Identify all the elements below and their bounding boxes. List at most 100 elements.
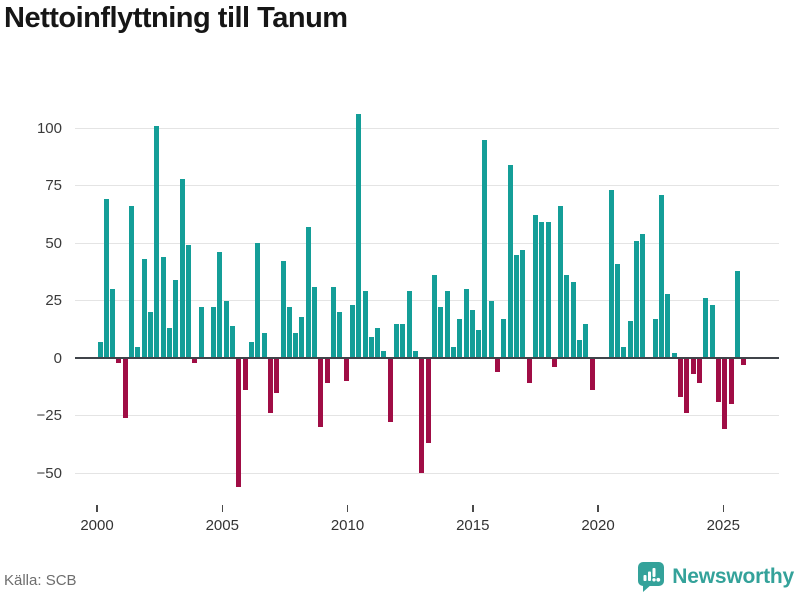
bar-negative [387,358,393,423]
bar-positive [431,275,437,358]
bar-positive [514,254,519,358]
bar-positive [469,309,475,358]
bar-positive [230,325,235,358]
x-axis-tick-label: 2025 [706,517,740,534]
zero-axis-line [75,357,779,359]
y-gridline [75,472,779,474]
bar-positive [148,312,153,358]
bar-positive [413,351,418,358]
bar-positive [463,289,469,358]
bar-positive [652,318,658,358]
bar-positive [305,226,311,358]
bar-negative [122,358,128,418]
x-axis-tick-label: 2015 [456,517,490,534]
bar-positive [103,199,109,358]
bar-positive [520,249,526,358]
x-axis-tick-mark [221,505,223,512]
brand-logo: Newsworthy [636,560,794,593]
bar-positive [299,316,305,358]
bar-negative [696,358,702,384]
bar-positive [255,243,261,358]
bar-positive [394,323,400,358]
bar-positive [583,323,589,358]
bar-negative [324,358,330,384]
y-axis-tick-label: −50 [36,464,62,482]
x-axis-tick-mark [96,505,98,512]
bar-positive [110,289,116,358]
bar-positive [154,125,160,358]
bar-positive [211,307,217,358]
newsworthy-speech-bubble-chart-icon [638,562,665,592]
bar-positive [248,341,254,358]
source-text: Källa: SCB [4,572,77,589]
bar-negative [722,358,728,430]
bar-positive [362,291,368,358]
bar-positive [381,351,387,358]
bar-positive [633,240,639,358]
bar-positive [671,353,677,358]
bar-negative [274,358,280,393]
bar-negative [690,358,696,375]
bar-positive [482,139,488,358]
x-axis-tick-label: 2010 [330,517,365,534]
bar-positive [141,259,147,358]
x-axis-tick-label: 2005 [205,517,239,534]
bar-positive [160,256,166,358]
bar-positive [444,291,450,358]
bar-positive [564,275,570,358]
bar-positive [217,252,223,358]
bar-positive [703,298,709,358]
bar-positive [223,300,229,358]
bar-positive [621,346,627,358]
bar-positive [438,307,444,358]
brand-name: Newsworthy [672,564,794,588]
bar-positive [659,194,665,358]
bar-positive [627,321,633,358]
bar-positive [734,270,740,358]
bar-negative [526,358,532,384]
bar-positive [337,312,343,358]
bar-positive [545,222,551,358]
x-axis-tick-mark [722,505,724,512]
bar-negative [715,358,721,402]
bar-positive [331,286,336,358]
bar-positive [507,164,513,358]
bar-positive [640,233,646,358]
bar-positive [558,206,564,358]
y-axis-tick-label: 100 [36,119,62,137]
bar-positive [665,293,671,358]
bar-positive [97,341,103,358]
bar-negative [495,358,500,372]
x-axis-tick-label: 2020 [581,517,615,534]
bar-positive [476,330,482,358]
bar-positive [356,114,362,358]
bar-positive [570,282,576,358]
bar-positive [166,328,172,358]
y-gridline [75,185,779,186]
bar-negative [343,358,349,381]
bar-negative [678,358,683,398]
bar-positive [135,346,141,358]
bar-positive [129,206,135,358]
bar-negative [741,358,747,365]
bar-positive [312,286,317,358]
bar-negative [728,358,734,404]
bar-negative [242,358,248,391]
y-axis-tick-label: −25 [36,407,62,424]
bar-positive [173,279,179,358]
bar-positive [406,291,412,358]
bar-positive [280,261,286,358]
bar-positive [286,307,292,358]
bar-positive [608,190,614,358]
bar-positive [368,337,374,358]
bar-negative [425,358,431,444]
y-axis-tick-label: 0 [53,349,62,367]
bar-positive [293,332,299,358]
bar-positive [450,346,456,358]
x-axis-tick-mark [597,505,599,512]
y-gridline [75,300,779,301]
bar-positive [457,318,463,358]
y-axis-tick-label: 25 [45,292,62,309]
bar-negative [419,358,425,473]
